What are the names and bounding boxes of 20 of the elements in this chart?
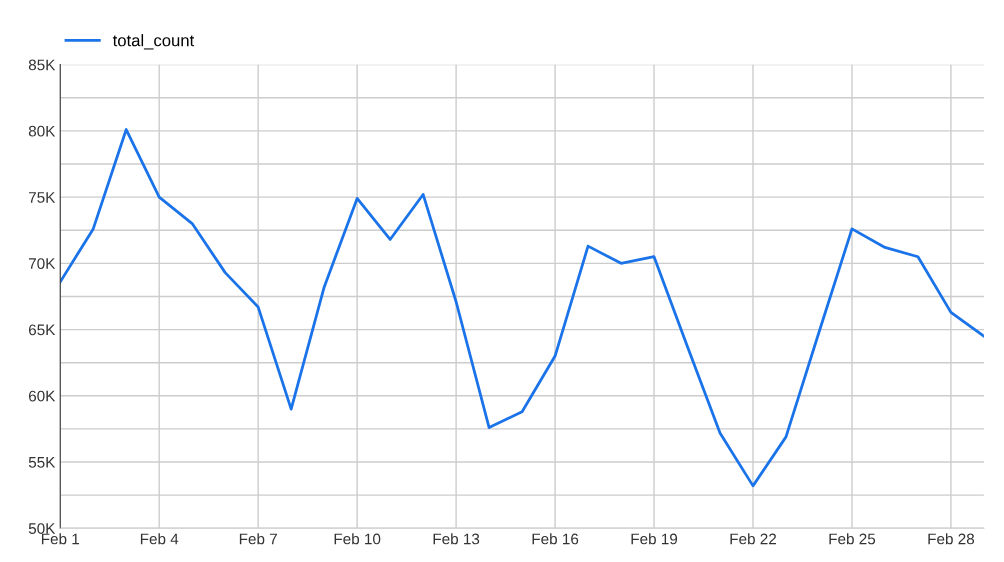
y-tick-label: 75K xyxy=(28,192,56,203)
y-tick-label: 55K xyxy=(28,457,56,468)
y-tick-label: 50K xyxy=(28,523,56,534)
line-series xyxy=(60,128,984,488)
x-tick-label: Feb 7 xyxy=(239,533,277,545)
x-tick-label: Feb 16 xyxy=(532,533,579,545)
x-tick-label: Feb 19 xyxy=(631,533,678,545)
x-tick-label: Feb 25 xyxy=(829,533,876,545)
x-tick-label: Feb 13 xyxy=(433,533,480,545)
x-tick-label: Feb 4 xyxy=(140,533,179,545)
x-tick-label: Feb 1 xyxy=(41,533,80,545)
x-tick-label: Feb 10 xyxy=(334,533,381,545)
x-tick-label: Feb 28 xyxy=(928,533,975,545)
legend-label: total_count xyxy=(112,34,195,50)
x-tick-label: Feb 22 xyxy=(730,533,777,545)
y-tick-label: 80K xyxy=(28,125,56,137)
y-tick-label: 70K xyxy=(28,258,56,270)
y-tick-label: 60K xyxy=(28,390,56,402)
y-tick-label: 85K xyxy=(28,59,56,71)
y-tick-label: 65K xyxy=(28,324,56,336)
